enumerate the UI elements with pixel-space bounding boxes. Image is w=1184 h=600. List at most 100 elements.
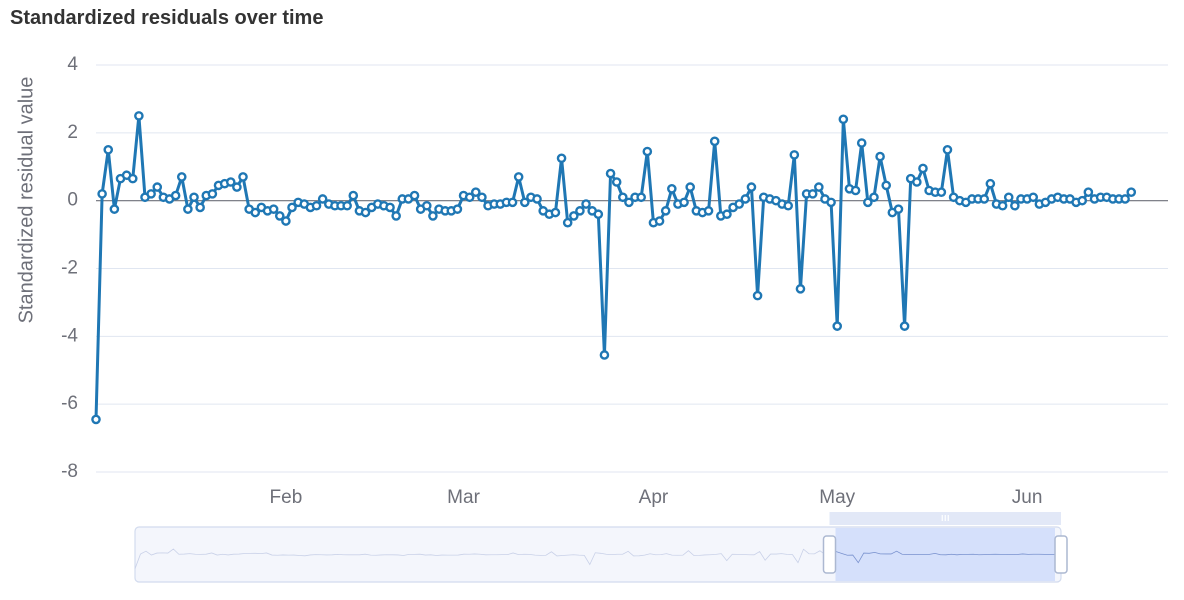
data-point[interactable]	[856, 138, 867, 148]
data-point[interactable]	[838, 114, 849, 125]
data-point[interactable]	[195, 202, 205, 213]
data-zoom-left-handle[interactable]	[822, 535, 837, 574]
data-point[interactable]	[636, 192, 646, 203]
data-point[interactable]	[703, 206, 714, 216]
data-point[interactable]	[348, 190, 359, 201]
data-point[interactable]	[832, 321, 843, 331]
data-point[interactable]	[513, 172, 524, 182]
data-point[interactable]	[287, 202, 297, 213]
data-point[interactable]	[599, 350, 610, 360]
data-point[interactable]	[250, 207, 261, 218]
data-point[interactable]	[562, 217, 573, 228]
data-zoom-slider[interactable]	[134, 512, 1068, 583]
data-point[interactable]	[642, 146, 653, 157]
data-point[interactable]	[997, 200, 1008, 211]
data-point[interactable]	[985, 178, 996, 189]
data-point[interactable]	[109, 204, 120, 214]
data-point[interactable]	[556, 153, 567, 164]
data-point[interactable]	[97, 189, 107, 199]
data-point[interactable]	[134, 111, 144, 121]
data-point[interactable]	[360, 207, 371, 218]
data-point[interactable]	[421, 200, 432, 211]
data-point[interactable]	[225, 177, 236, 187]
data-point[interactable]	[1126, 187, 1137, 197]
data-point[interactable]	[722, 209, 732, 220]
data-point[interactable]	[826, 197, 836, 208]
data-point[interactable]	[152, 182, 163, 192]
data-point[interactable]	[281, 216, 291, 226]
data-point[interactable]	[391, 211, 401, 221]
data-point[interactable]	[912, 177, 922, 187]
data-point[interactable]	[814, 182, 824, 192]
data-point[interactable]	[881, 180, 892, 191]
data-point[interactable]	[575, 206, 585, 216]
data-point[interactable]	[520, 197, 530, 208]
data-point[interactable]	[1120, 194, 1130, 204]
data-point[interactable]	[624, 197, 634, 208]
data-point[interactable]	[979, 194, 990, 204]
data-point[interactable]	[385, 202, 395, 213]
data-point[interactable]	[207, 189, 218, 199]
data-point[interactable]	[654, 216, 665, 226]
data-point[interactable]	[667, 183, 677, 194]
data-point[interactable]	[311, 200, 322, 211]
data-point[interactable]	[507, 197, 518, 208]
data-point[interactable]	[428, 211, 438, 221]
data-point[interactable]	[183, 204, 193, 214]
residual-series[interactable]	[91, 111, 1137, 425]
data-point[interactable]	[569, 211, 579, 221]
data-point[interactable]	[918, 163, 928, 174]
data-point[interactable]	[91, 414, 101, 425]
data-point[interactable]	[274, 211, 285, 221]
data-point[interactable]	[189, 192, 199, 203]
data-point[interactable]	[581, 199, 591, 209]
data-point[interactable]	[409, 190, 420, 201]
data-point[interactable]	[342, 200, 352, 211]
data-point[interactable]	[550, 207, 561, 218]
data-point[interactable]	[679, 197, 689, 208]
data-point[interactable]	[618, 192, 628, 203]
data-point[interactable]	[752, 290, 763, 301]
data-point[interactable]	[899, 321, 910, 331]
data-point[interactable]	[1003, 192, 1014, 203]
data-point[interactable]	[268, 204, 279, 214]
data-point[interactable]	[746, 182, 757, 192]
data-point[interactable]	[452, 204, 463, 214]
data-point[interactable]	[532, 194, 542, 204]
data-point[interactable]	[942, 144, 953, 155]
data-zoom-right-handle[interactable]	[1054, 535, 1068, 574]
data-point[interactable]	[783, 200, 794, 211]
data-point[interactable]	[740, 194, 751, 204]
data-point[interactable]	[464, 192, 475, 203]
data-point[interactable]	[807, 189, 818, 199]
data-point[interactable]	[709, 136, 720, 147]
data-point[interactable]	[875, 151, 885, 162]
data-point[interactable]	[146, 189, 156, 199]
data-point[interactable]	[477, 192, 487, 203]
data-point[interactable]	[1083, 187, 1094, 197]
data-point[interactable]	[893, 204, 904, 214]
data-point[interactable]	[685, 182, 695, 192]
data-point[interactable]	[869, 192, 879, 203]
data-point[interactable]	[850, 185, 861, 196]
data-point[interactable]	[660, 206, 671, 216]
data-point[interactable]	[170, 190, 181, 201]
data-point[interactable]	[176, 172, 187, 182]
data-point[interactable]	[317, 194, 328, 204]
data-point[interactable]	[238, 172, 248, 182]
data-point[interactable]	[1028, 192, 1039, 203]
data-point[interactable]	[789, 150, 800, 160]
data-point[interactable]	[1077, 195, 1088, 206]
data-point[interactable]	[936, 187, 947, 197]
data-point[interactable]	[593, 209, 604, 220]
data-point[interactable]	[470, 187, 481, 197]
data-point[interactable]	[611, 177, 622, 187]
data-point[interactable]	[863, 197, 873, 208]
data-point[interactable]	[232, 182, 242, 192]
data-point[interactable]	[103, 144, 114, 155]
data-point[interactable]	[605, 168, 616, 179]
data-point[interactable]	[795, 284, 806, 294]
data-point[interactable]	[734, 199, 745, 209]
data-point[interactable]	[127, 173, 138, 184]
